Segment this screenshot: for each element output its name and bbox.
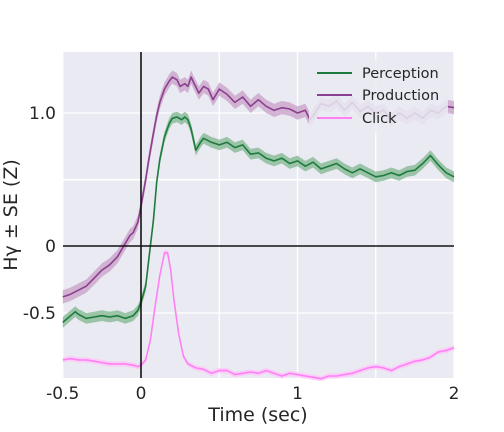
legend-box [309, 59, 448, 133]
y-tick-label-1: 0 [45, 237, 56, 257]
x-axis-ticks: -0.5 0 1 2 [46, 384, 459, 404]
legend: Perception Production Click [309, 59, 448, 133]
x-tick-label-2: 1 [292, 384, 303, 404]
x-tick-label-0: -0.5 [46, 384, 79, 404]
x-tick-label-1: 0 [136, 384, 147, 404]
standard-error-bands [62, 70, 455, 382]
se-band-perception [62, 111, 455, 328]
reference-lines [63, 52, 454, 378]
y-axis-ticks: -0.5 0 1.0 [23, 104, 56, 324]
x-axis-label: Time (sec) [207, 404, 307, 426]
x-tick-label-3: 2 [449, 384, 460, 404]
legend-label-click: Click [362, 111, 397, 127]
legend-label-perception: Perception [362, 66, 439, 82]
y-tick-label-0: -0.5 [23, 304, 56, 324]
legend-label-production: Production [362, 88, 439, 104]
series-line-click [62, 251, 455, 380]
y-tick-label-2: 1.0 [29, 104, 56, 124]
y-axis-label: Hγ ± SE (Z) [0, 159, 22, 270]
series-line-perception [62, 116, 455, 324]
